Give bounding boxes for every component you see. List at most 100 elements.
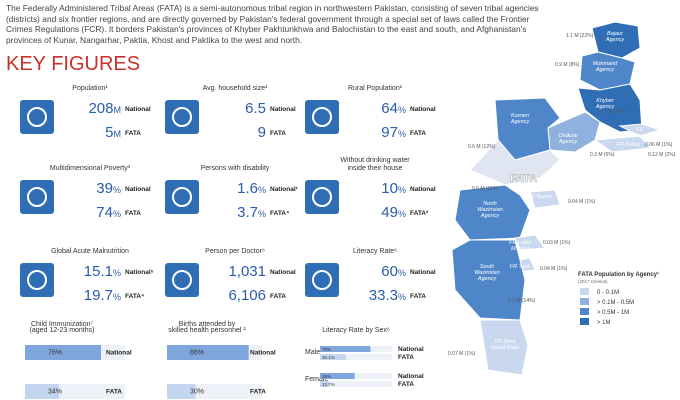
bar-name: National <box>398 373 424 380</box>
value: 5 <box>105 124 113 141</box>
legend-title: FATA Population by Agency¹ <box>578 271 659 278</box>
stat-value: 1,031 <box>228 263 266 280</box>
bar <box>167 345 249 360</box>
unit: M <box>114 129 122 139</box>
value: 33.3 <box>369 287 398 304</box>
region-pop: 1.0 M (20%) <box>600 109 628 115</box>
map-title: FATA <box>510 173 537 185</box>
value: 1,031 <box>228 263 266 280</box>
stat-label: Multidimensional Poverty³ <box>50 165 131 172</box>
bar <box>320 373 355 379</box>
region-name: Agency <box>558 139 579 145</box>
region-name: North <box>483 201 496 207</box>
region-name: Khyber <box>596 98 615 104</box>
region-pop: 0.12 M (2%) <box>648 152 676 158</box>
icon-glyph <box>27 107 47 127</box>
value: 10 <box>381 180 398 197</box>
legend-swatch <box>580 318 589 325</box>
stat-value: 3.7% <box>237 204 266 221</box>
stat-label: Person per Doctor⁶ <box>205 248 265 255</box>
bar <box>320 354 346 360</box>
bar-track <box>320 354 392 360</box>
stat-value: 97% <box>381 124 406 141</box>
stat-icon <box>165 180 199 214</box>
region-name: Kurram <box>511 113 529 119</box>
legend-label: > 0.5M - 1M <box>597 310 629 316</box>
stat-label: Avg. household size¹ <box>203 85 269 92</box>
region-pop: 0.06 M (1%) <box>645 142 673 148</box>
icon-glyph <box>312 107 332 127</box>
unit: % <box>398 185 406 195</box>
stat-value: 6,106 <box>228 287 266 304</box>
stat-tag: National <box>270 106 296 113</box>
region-name: Agency <box>510 119 531 125</box>
value: 39 <box>96 180 113 197</box>
stat-value: 33.3% <box>369 287 406 304</box>
stat-value: 74% <box>96 204 121 221</box>
region-name: Bajaur <box>607 31 624 37</box>
bar <box>167 384 196 399</box>
stat-tag: FATA² <box>410 210 429 217</box>
unit: % <box>113 292 121 302</box>
group-label: Female <box>305 376 328 383</box>
stat-value: 60% <box>381 263 406 280</box>
unit: % <box>398 105 406 115</box>
unit: % <box>398 292 406 302</box>
bar-label: 34% <box>48 389 62 396</box>
stat-value: 5M <box>105 124 121 141</box>
stat-tag: National <box>410 106 436 113</box>
stat-icon <box>20 180 54 214</box>
bar-name: FATA <box>250 389 266 396</box>
bar-name: FATA <box>398 381 414 388</box>
stat-label: Global Acute Malnutrition <box>51 248 129 255</box>
unit: % <box>113 209 121 219</box>
value: 1.6 <box>237 180 258 197</box>
bar-track <box>320 381 392 387</box>
region-name: Marwat <box>511 246 530 252</box>
bar-label: 12.7% <box>322 382 335 387</box>
icon-glyph <box>312 187 332 207</box>
legend-subtitle: (2017 Census) <box>578 279 608 284</box>
stat-tag: FATA <box>270 293 286 300</box>
group-label: Male <box>305 349 320 356</box>
region-name: Mohmand <box>593 61 618 67</box>
stat-value: 1.6% <box>237 180 266 197</box>
stat-icon <box>305 263 339 297</box>
chart-title: skilled health personnel ² <box>168 327 246 334</box>
region-pop: 0.04 M (1%) <box>540 266 568 272</box>
region-name: Agency <box>595 67 616 73</box>
icon-glyph <box>172 187 192 207</box>
value: 97 <box>381 124 398 141</box>
stat-value: 208M <box>88 100 121 117</box>
icon-glyph <box>27 187 47 207</box>
region-pop: 0.9 M (8%) <box>555 62 580 68</box>
region-name: Agency <box>605 37 626 43</box>
stat-tag: FATA⁴ <box>270 210 289 217</box>
value: 49 <box>381 204 398 221</box>
region-pop: 0.03 M (1%) <box>543 240 571 246</box>
bar-label: 76% <box>48 350 62 357</box>
stat-icon <box>305 180 339 214</box>
stat-tag: National¹ <box>270 186 298 193</box>
stat-value: 15.1% <box>84 263 121 280</box>
legend-label: > 0.1M - 0.5M <box>597 300 634 306</box>
bar <box>25 384 59 399</box>
stat-tag: FATA <box>270 130 286 137</box>
legend-swatch <box>580 298 589 305</box>
region-name: Ismail Khan <box>491 345 520 351</box>
stat-tag: National <box>410 186 436 193</box>
bar-label: 36.1% <box>322 355 335 360</box>
region-name: FR Dera <box>495 339 516 345</box>
region-name: Agency <box>595 104 616 110</box>
stat-value: 6.5 <box>245 100 266 117</box>
stat-value: 10% <box>381 180 406 197</box>
stat-tag: National⁵ <box>125 269 154 276</box>
region-name: FR Tank <box>510 264 531 270</box>
region-name: Agency <box>480 213 501 219</box>
icon-glyph <box>172 270 192 290</box>
region-pop: 0.7 M (14%) <box>508 298 536 304</box>
unit: % <box>398 268 406 278</box>
stat-value: 39% <box>96 180 121 197</box>
